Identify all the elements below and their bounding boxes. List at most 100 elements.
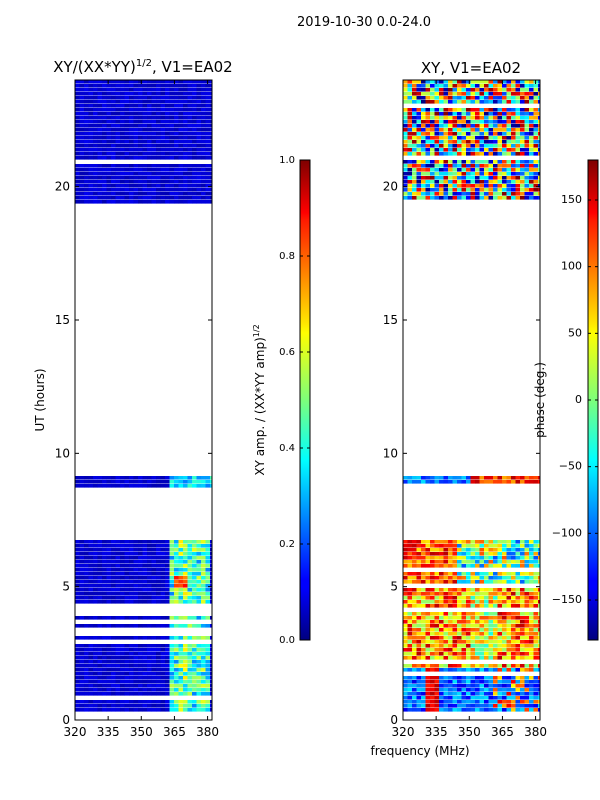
- heatmap-cell: [102, 648, 107, 652]
- heatmap-cell: [448, 84, 453, 88]
- heatmap-cell: [461, 180, 467, 184]
- heatmap-cell: [106, 556, 112, 560]
- heatmap-cell: [515, 184, 521, 188]
- heatmap-cell: [111, 200, 116, 204]
- heatmap-cell: [201, 476, 206, 480]
- heatmap-cell: [97, 112, 103, 116]
- heatmap-cell: [533, 692, 539, 696]
- heatmap-cell: [488, 588, 494, 592]
- heatmap-cell: [430, 616, 435, 620]
- heatmap-cell: [156, 552, 161, 556]
- heatmap-cell: [133, 120, 139, 124]
- heatmap-cell: [407, 124, 413, 128]
- heatmap-cell: [196, 676, 202, 680]
- heatmap-cell: [421, 692, 426, 696]
- heatmap-cell: [151, 688, 157, 692]
- heatmap-cell: [174, 156, 179, 160]
- heatmap-cell: [183, 592, 188, 596]
- heatmap-cell: [403, 480, 408, 484]
- heatmap-cell: [84, 140, 89, 144]
- heatmap-cell: [124, 544, 130, 548]
- heatmap-cell: [75, 572, 80, 576]
- heatmap-cell: [511, 596, 516, 600]
- heatmap-cell: [403, 676, 408, 680]
- heatmap-cell: [183, 636, 188, 640]
- heatmap-cell: [183, 624, 188, 628]
- heatmap-cell: [79, 692, 85, 696]
- heatmap-cell: [461, 620, 467, 624]
- heatmap-cell: [156, 200, 161, 204]
- heatmap-cell: [416, 172, 422, 176]
- heatmap-cell: [407, 548, 413, 552]
- heatmap-cell: [115, 192, 121, 196]
- heatmap-cell: [533, 704, 539, 708]
- heatmap-cell: [102, 144, 107, 148]
- heatmap-cell: [511, 652, 516, 656]
- heatmap-cell: [129, 136, 134, 140]
- heatmap-cell: [183, 128, 188, 132]
- heatmap-cell: [511, 640, 516, 644]
- heatmap-cell: [160, 624, 166, 628]
- heatmap-cell: [416, 152, 422, 156]
- heatmap-cell: [142, 592, 148, 596]
- heatmap-cell: [88, 164, 94, 168]
- heatmap-cell: [97, 136, 103, 140]
- heatmap-cell: [511, 544, 516, 548]
- heatmap-cell: [142, 132, 148, 136]
- heatmap-cell: [84, 92, 89, 96]
- heatmap-cell: [502, 160, 507, 164]
- heatmap-cell: [502, 124, 507, 128]
- heatmap-cell: [183, 124, 188, 128]
- heatmap-cell: [133, 96, 139, 100]
- heatmap-cell: [448, 668, 453, 672]
- heatmap-cell: [430, 176, 435, 180]
- heatmap-cell: [75, 80, 80, 84]
- heatmap-cell: [538, 596, 540, 600]
- heatmap-cell: [466, 108, 471, 112]
- heatmap-cell: [443, 604, 449, 608]
- heatmap-cell: [439, 164, 444, 168]
- heatmap-cell: [183, 196, 188, 200]
- heatmap-cell: [115, 476, 121, 480]
- heatmap-cell: [183, 588, 188, 592]
- heatmap-cell: [493, 688, 498, 692]
- heatmap-cell: [461, 108, 467, 112]
- heatmap-cell: [497, 664, 503, 668]
- heatmap-cell: [430, 708, 435, 712]
- heatmap-cell: [457, 188, 462, 192]
- heatmap-cell: [210, 648, 212, 652]
- heatmap-cell: [88, 180, 94, 184]
- heatmap-cell: [466, 184, 471, 188]
- heatmap-cell: [457, 572, 462, 576]
- heatmap-cell: [407, 656, 413, 660]
- heatmap-cell: [502, 644, 507, 648]
- heatmap-cell: [479, 128, 485, 132]
- heatmap-cell: [192, 164, 197, 168]
- heatmap-cell: [407, 552, 413, 556]
- heatmap-cell: [506, 560, 512, 564]
- heatmap-cell: [156, 484, 161, 488]
- heatmap-cell: [470, 184, 476, 188]
- heatmap-cell: [421, 628, 426, 632]
- heatmap-cell: [79, 172, 85, 176]
- heatmap-cell: [412, 616, 417, 620]
- heatmap-cell: [457, 636, 462, 640]
- heatmap-cell: [138, 172, 143, 176]
- heatmap-cell: [529, 656, 534, 660]
- heatmap-cell: [461, 136, 467, 140]
- heatmap-cell: [488, 600, 494, 604]
- heatmap-cell: [430, 92, 435, 96]
- heatmap-cell: [511, 684, 516, 688]
- heatmap-cell: [192, 600, 197, 604]
- heatmap-cell: [416, 668, 422, 672]
- heatmap-cell: [120, 112, 125, 116]
- heatmap-cell: [151, 192, 157, 196]
- heatmap-cell: [201, 92, 206, 96]
- heatmap-cell: [138, 652, 143, 656]
- heatmap-cell: [511, 176, 516, 180]
- heatmap-cell: [174, 644, 179, 648]
- heatmap-cell: [178, 140, 184, 144]
- heatmap-cell: [133, 88, 139, 92]
- heatmap-cell: [156, 700, 161, 704]
- heatmap-cell: [151, 592, 157, 596]
